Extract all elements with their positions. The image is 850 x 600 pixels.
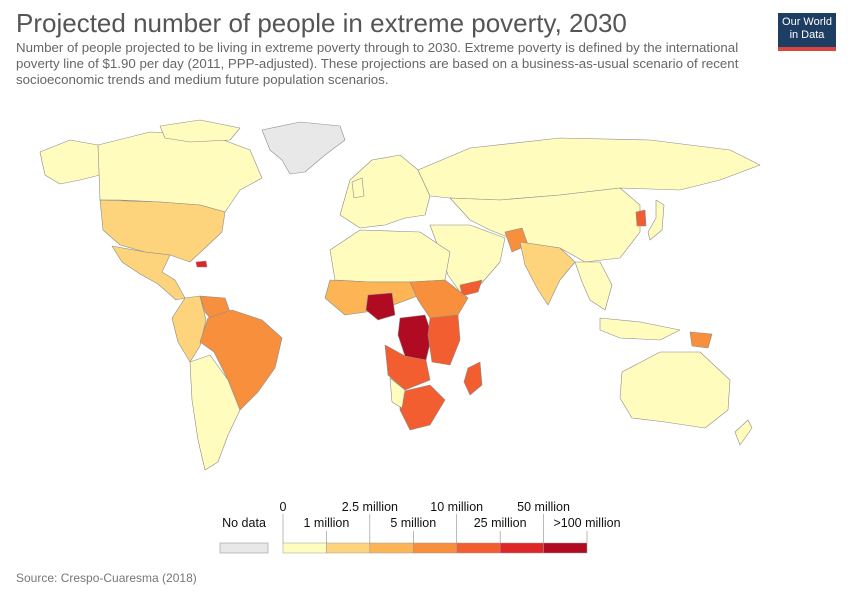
region-russia[interactable]	[417, 137, 761, 201]
source-note: Source: Crespo-Cuaresma (2018)	[16, 571, 197, 585]
legend-swatch[interactable]	[543, 542, 588, 554]
legend-swatch[interactable]	[326, 542, 371, 554]
legend-bin-label: 2.5 million	[342, 500, 398, 514]
region-drc[interactable]	[397, 314, 433, 361]
region-yemen[interactable]	[459, 279, 483, 297]
legend-bin-label: 25 million	[474, 516, 527, 530]
region-new-zealand[interactable]	[734, 419, 753, 446]
legend-swatch[interactable]	[282, 542, 327, 554]
region-png[interactable]	[689, 331, 713, 349]
logo-line-2: in Data	[789, 29, 825, 41]
legend-bin-label: 0	[280, 500, 287, 514]
region-madagascar[interactable]	[463, 361, 483, 396]
region-canada[interactable]	[97, 131, 263, 213]
region-colombia-peru[interactable]	[171, 295, 207, 363]
legend-bin-label: 10 million	[430, 500, 483, 514]
chart-title: Projected number of people in extreme po…	[16, 8, 627, 38]
region-australia[interactable]	[619, 351, 731, 429]
region-east-africa[interactable]	[427, 314, 461, 366]
legend-swatch[interactable]	[456, 542, 501, 554]
legend-swatch[interactable]	[369, 542, 414, 554]
region-south-africa[interactable]	[399, 384, 446, 431]
region-indonesia[interactable]	[599, 317, 681, 341]
region-se-asia[interactable]	[574, 261, 613, 311]
region-arctic-islands[interactable]	[159, 119, 241, 143]
region-nigeria[interactable]	[365, 292, 396, 321]
logo-line-1: Our World	[782, 16, 832, 28]
legend-bin-label: >100 million	[553, 516, 620, 530]
region-uk[interactable]	[351, 177, 365, 199]
owid-logo[interactable]: Our World in Data	[778, 13, 836, 51]
region-angola[interactable]	[384, 344, 431, 391]
legend-bin-label: 50 million	[517, 500, 570, 514]
region-japan[interactable]	[647, 199, 665, 241]
legend-swatch[interactable]	[413, 542, 457, 554]
region-alaska[interactable]	[39, 139, 101, 185]
world-map	[39, 119, 761, 471]
legend-no-data-label: No data	[222, 516, 266, 530]
region-north-africa[interactable]	[329, 229, 451, 283]
legend-bin-label: 5 million	[390, 516, 436, 530]
chart-subtitle: Number of people projected to be living …	[16, 40, 739, 87]
region-east-asia[interactable]	[449, 187, 641, 263]
region-haiti[interactable]	[195, 260, 208, 268]
region-brazil[interactable]	[199, 309, 283, 411]
region-namibia[interactable]	[389, 377, 406, 409]
legend-bin-label: 1 million	[303, 516, 349, 530]
region-north-korea[interactable]	[635, 209, 647, 227]
region-greenland[interactable]	[261, 121, 346, 175]
region-usa[interactable]	[99, 199, 226, 263]
legend-no-data-swatch[interactable]	[219, 542, 269, 554]
region-india[interactable]	[519, 241, 576, 306]
region-southern-cone[interactable]	[189, 354, 241, 471]
legend-swatch[interactable]	[499, 542, 544, 554]
